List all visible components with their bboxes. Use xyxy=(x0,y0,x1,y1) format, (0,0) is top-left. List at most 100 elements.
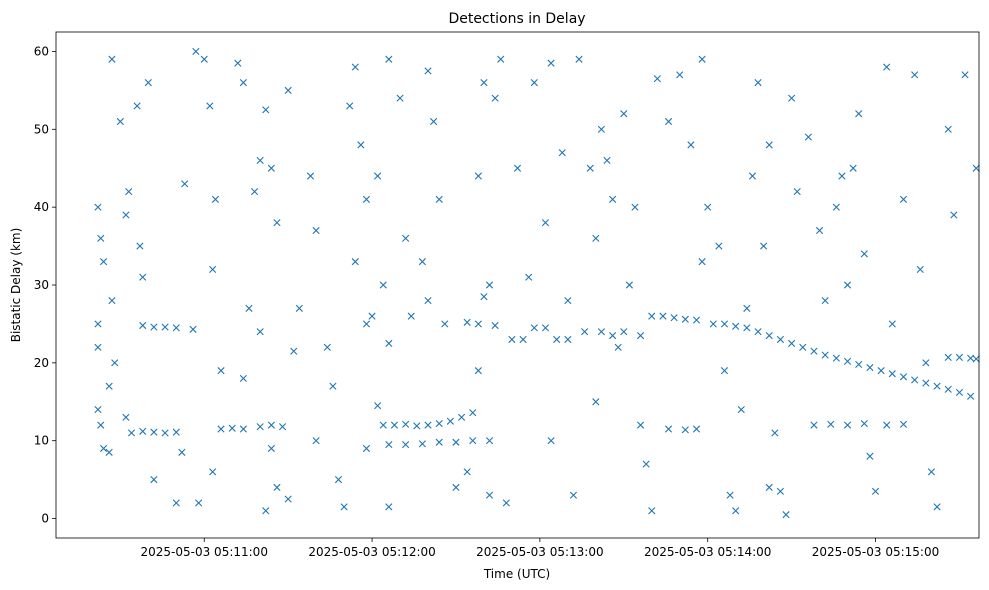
data-point xyxy=(267,444,275,453)
data-point xyxy=(871,487,880,495)
data-point xyxy=(843,357,852,365)
data-point xyxy=(256,328,264,336)
data-point xyxy=(474,367,482,375)
data-point xyxy=(575,55,583,63)
data-point xyxy=(228,424,236,432)
data-point xyxy=(424,67,432,75)
data-point xyxy=(636,421,645,429)
y-axis: 0 10 20 30 40 50 60 xyxy=(34,44,56,526)
data-point xyxy=(793,187,801,196)
data-point xyxy=(435,195,443,203)
data-point xyxy=(125,187,133,196)
data-point xyxy=(592,234,600,242)
data-point xyxy=(944,125,952,133)
data-point xyxy=(642,460,650,468)
data-point xyxy=(424,296,432,305)
data-point xyxy=(581,328,589,336)
data-point xyxy=(715,242,723,250)
data-point xyxy=(463,318,471,326)
data-point xyxy=(385,440,393,449)
data-point xyxy=(452,483,460,491)
data-point xyxy=(150,476,158,484)
data-point xyxy=(664,425,673,433)
data-point xyxy=(178,448,186,456)
data-point xyxy=(150,428,158,436)
y-tick-label: 60 xyxy=(34,44,49,58)
data-point xyxy=(150,323,158,331)
data-point xyxy=(810,347,818,355)
data-point xyxy=(765,483,773,491)
data-point xyxy=(698,55,706,63)
data-point xyxy=(374,402,382,410)
data-point xyxy=(860,250,868,258)
data-point xyxy=(491,94,499,102)
data-point xyxy=(899,420,908,428)
data-point xyxy=(133,102,141,110)
data-point xyxy=(955,388,964,397)
data-point xyxy=(704,203,712,211)
chart-title: Detections in Delay xyxy=(448,11,585,27)
y-tick-label: 30 xyxy=(34,278,49,292)
data-point xyxy=(609,195,617,203)
data-point xyxy=(636,332,645,340)
data-point xyxy=(648,312,656,320)
data-point xyxy=(469,437,477,445)
data-point xyxy=(105,448,113,456)
data-point xyxy=(737,405,745,414)
x-tick-label: 2025-05-03 05:12:00 xyxy=(308,545,435,559)
data-point xyxy=(911,376,919,384)
data-point xyxy=(748,172,757,180)
data-point xyxy=(855,110,863,118)
x-axis-label: Time (UTC) xyxy=(483,567,550,581)
data-point xyxy=(463,468,471,476)
data-point xyxy=(821,296,829,305)
data-point xyxy=(402,440,410,449)
data-point xyxy=(933,382,941,390)
data-point xyxy=(256,156,264,165)
data-point xyxy=(284,86,292,94)
data-point xyxy=(99,258,108,266)
data-point xyxy=(659,312,667,320)
data-point xyxy=(569,491,578,499)
data-point xyxy=(692,425,701,433)
data-point xyxy=(97,234,105,242)
data-point xyxy=(379,281,387,289)
y-tick-label: 50 xyxy=(34,122,49,136)
data-point xyxy=(94,343,102,351)
data-point xyxy=(362,195,371,203)
data-point xyxy=(732,507,740,515)
data-point xyxy=(855,360,863,368)
data-point xyxy=(541,219,550,227)
data-point xyxy=(961,71,969,79)
data-point xyxy=(323,343,331,351)
data-point xyxy=(290,347,298,355)
data-point xyxy=(206,102,214,110)
data-point xyxy=(804,133,812,141)
data-point xyxy=(368,312,376,320)
data-point xyxy=(726,491,734,499)
data-point xyxy=(838,172,846,180)
data-point xyxy=(888,320,896,328)
data-point xyxy=(312,226,320,235)
data-point xyxy=(530,324,538,332)
data-point xyxy=(139,427,147,435)
data-point xyxy=(161,429,169,437)
data-point xyxy=(776,335,785,344)
data-point xyxy=(209,468,217,476)
data-point xyxy=(441,320,449,328)
data-point xyxy=(927,468,936,476)
data-point xyxy=(916,265,924,274)
data-point xyxy=(597,125,605,133)
data-point xyxy=(692,316,701,324)
data-point xyxy=(497,55,505,63)
data-point xyxy=(832,354,840,362)
data-point xyxy=(234,59,242,67)
data-point xyxy=(273,483,281,491)
data-point xyxy=(911,71,919,79)
data-point xyxy=(933,503,941,511)
data-point xyxy=(413,422,421,430)
data-point xyxy=(967,392,975,400)
data-point xyxy=(681,426,689,434)
data-point xyxy=(709,320,717,328)
data-point xyxy=(407,312,415,320)
